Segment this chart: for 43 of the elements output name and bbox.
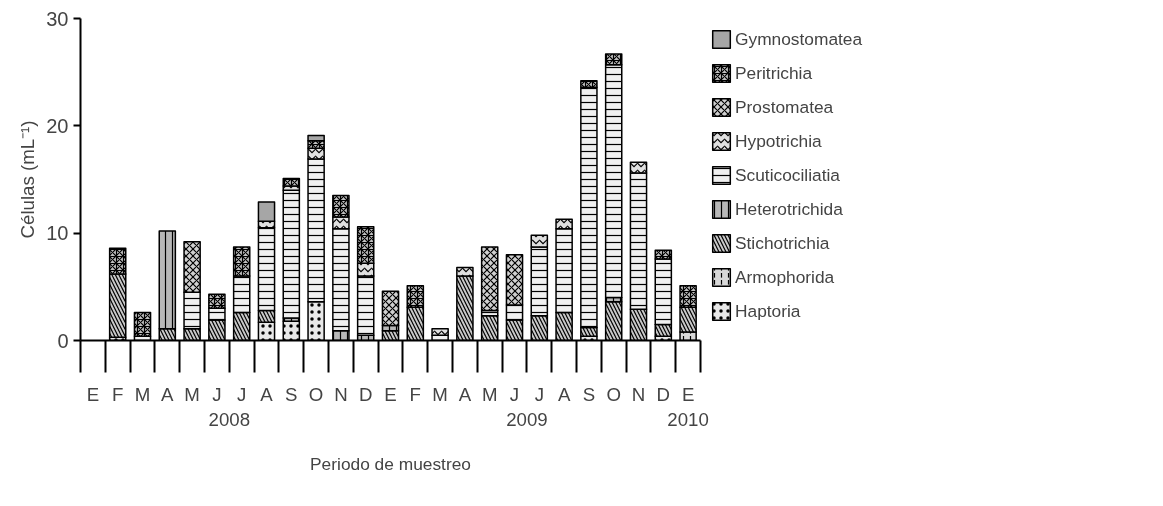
x-axis-title: Periodo de muestreo	[310, 453, 471, 474]
x-tick-label: E	[384, 383, 397, 405]
x-tick-label: A	[161, 383, 175, 405]
x-tick-label: M	[481, 383, 498, 405]
legend-label: Armophorida	[735, 266, 835, 288]
legend-label: Haptoria	[735, 300, 801, 322]
x-tick-label: A	[260, 383, 274, 405]
text: 2009	[506, 408, 548, 430]
x-tick-label: A	[458, 383, 472, 405]
y-tick-label: 10	[46, 222, 69, 245]
x-tick-label: J	[534, 383, 544, 405]
y-tick-label: 30	[46, 7, 69, 30]
x-tick-label: D	[656, 383, 671, 405]
x-tick-label: S	[582, 383, 596, 405]
x-tick-label: N	[631, 383, 646, 405]
x-tick-label: F	[409, 383, 422, 405]
x-tick-label: S	[285, 383, 298, 405]
x-tick-label: J	[237, 383, 247, 405]
y-axis-title: Células (mL⁻¹)	[17, 120, 39, 239]
x-tick-label: M	[184, 383, 200, 405]
x-tick-label: F	[112, 383, 124, 405]
legend-label: Hypotrichia	[735, 130, 822, 152]
x-tick-label: M	[134, 383, 151, 405]
x-tick-label: J	[212, 383, 222, 405]
y-tick-label: 0	[57, 329, 69, 352]
x-tick-label: M	[432, 383, 448, 405]
legend-label: Heterotrichida	[735, 198, 843, 220]
text: 2008	[208, 408, 251, 430]
text: 2010	[667, 408, 709, 430]
x-tick-label: A	[557, 383, 571, 405]
x-tick-label: D	[358, 383, 373, 405]
y-tick-label: 20	[46, 114, 69, 137]
legend-label: Prostomatea	[735, 96, 834, 118]
x-tick-label: E	[86, 383, 100, 405]
x-tick-label: O	[308, 383, 324, 405]
x-tick-label: J	[509, 383, 520, 405]
x-tick-label: E	[681, 383, 695, 405]
legend-label: Peritrichia	[735, 62, 813, 84]
legend-label: Gymnostomatea	[735, 28, 863, 50]
legend-label: Stichotrichia	[735, 232, 830, 254]
legend-label: Scuticociliatia	[735, 164, 840, 186]
x-tick-label: N	[334, 383, 348, 405]
x-tick-label: O	[606, 383, 621, 405]
